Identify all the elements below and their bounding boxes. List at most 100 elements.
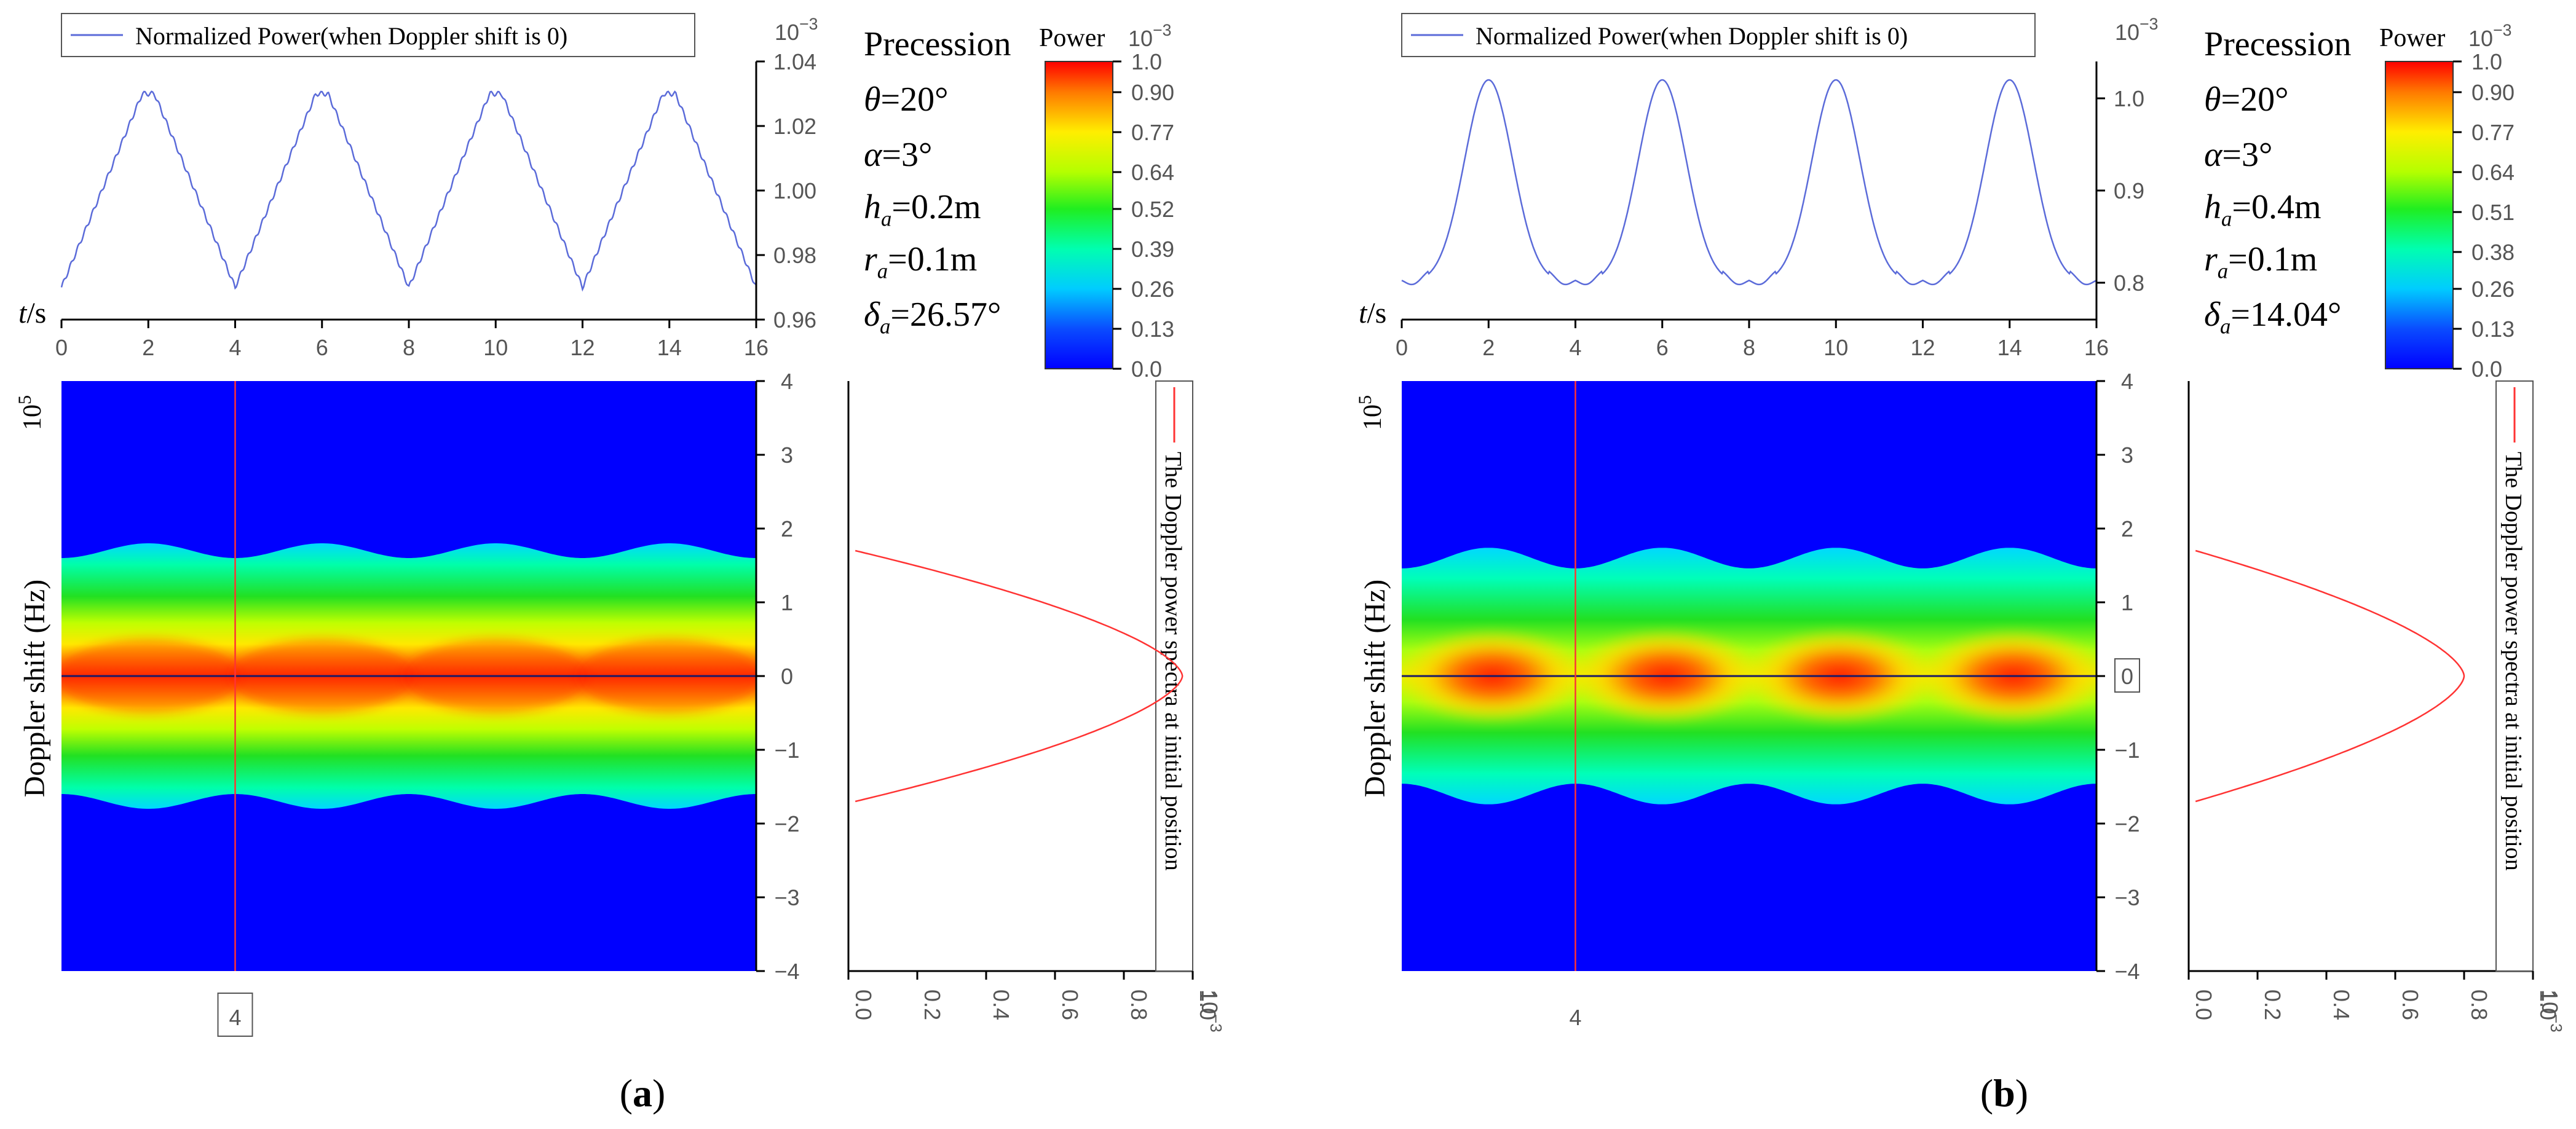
heatmap-y-tick-label: 3 xyxy=(781,443,793,468)
param-theta: θ=20° xyxy=(2204,81,2289,119)
colorbar-tick-label: 0.13 xyxy=(2471,317,2515,342)
colorbar-tick-label: 0.26 xyxy=(2471,277,2515,302)
colorbar-tick-label: 0.90 xyxy=(1131,80,1174,105)
panel-b: Normalized Power(when Doppler shift is 0… xyxy=(1355,13,2566,1033)
spectrum-x-tick-label: 0.2 xyxy=(2260,989,2285,1020)
top-x-tick-label: 8 xyxy=(403,335,415,360)
spectrum-x-tick-label: 0.8 xyxy=(2467,989,2492,1020)
spectrum-x-tick-label: 0.0 xyxy=(2191,989,2216,1020)
colorbar xyxy=(1045,61,1113,369)
panel-a: Normalized Power(when Doppler shift is 0… xyxy=(15,13,1225,1037)
heatmap-y-tick-label: −1 xyxy=(2114,738,2139,763)
heatmap-y-tick-label: 2 xyxy=(781,516,793,541)
spectrum-x-tick-label: 1.0 xyxy=(2535,989,2561,1020)
heatmap-y-multiplier: 105 xyxy=(1355,395,1387,430)
heatmap-zero-label-box xyxy=(2114,658,2140,693)
top-legend-box xyxy=(1401,13,2036,57)
top-series-line xyxy=(1401,79,2097,286)
spectrum-legend-label: The Doppler power spectra at initial pos… xyxy=(2500,452,2526,871)
param-delta: δa=26.57° xyxy=(864,296,1001,338)
spectrum-x-tick-label: 0.2 xyxy=(920,989,945,1020)
spectrum-x-tick-label: 0.8 xyxy=(1126,989,1152,1020)
heatmap-y-axis-label: Doppler shift (Hz) xyxy=(18,580,51,798)
colorbar-multiplier: 10−3 xyxy=(1128,21,1171,51)
heatmap-y-tick-label: 0 xyxy=(781,664,793,689)
colorbar-tick-label: 0.39 xyxy=(1131,237,1174,262)
spectrum-x-tick-label: 0.0 xyxy=(851,989,876,1020)
heatmap-y-tick-label: 1 xyxy=(781,590,793,615)
param-h: ha=0.2m xyxy=(864,188,981,230)
spectrum-line xyxy=(855,549,1183,803)
spectrum-x-multiplier: 10−3 xyxy=(1197,989,1225,1033)
colorbar-tick-label: 1.0 xyxy=(1131,49,1162,74)
heatmap-marker-label: 4 xyxy=(229,1005,241,1030)
colorbar-tick-label: 0.51 xyxy=(2471,200,2515,225)
colorbar-label: Power xyxy=(1039,24,1105,52)
top-legend-box xyxy=(61,13,695,57)
top-y-multiplier: 10−3 xyxy=(775,15,818,45)
top-y-tick-label: 1.02 xyxy=(773,114,816,139)
top-x-tick-label: 8 xyxy=(1743,335,1755,360)
top-x-tick-label: 10 xyxy=(1823,335,1848,360)
heatmap-y-tick-label: −3 xyxy=(2114,885,2139,910)
param-h: ha=0.4m xyxy=(2204,188,2321,230)
top-x-tick-label: 14 xyxy=(657,335,682,360)
heatmap-y-tick-label: −4 xyxy=(774,959,799,984)
params-title: Precession xyxy=(864,25,1011,63)
heatmap-marker-label: 4 xyxy=(1569,1005,1581,1030)
param-r: ra=0.1m xyxy=(2204,240,2317,283)
heatmap-marker-label-box xyxy=(217,993,253,1037)
colorbar-tick-label: 0.0 xyxy=(2471,356,2502,382)
top-x-axis-label: t/s xyxy=(1359,297,1386,329)
param-delta: δa=14.04° xyxy=(2204,296,2341,338)
heatmap-y-multiplier: 105 xyxy=(15,395,47,430)
param-alpha: α=3° xyxy=(2204,136,2272,174)
colorbar-tick-label: 0.64 xyxy=(2471,160,2515,185)
heatmap-y-tick-label: 2 xyxy=(2121,516,2133,541)
heatmap-y-tick-label: 4 xyxy=(781,369,793,394)
spectrum-x-tick-label: 0.6 xyxy=(2398,989,2423,1020)
top-x-tick-label: 10 xyxy=(483,335,508,360)
colorbar-label: Power xyxy=(2379,24,2445,52)
colorbar-tick-label: 0.77 xyxy=(2471,120,2515,145)
top-y-tick-label: 0.98 xyxy=(773,243,816,268)
heatmap-y-tick-label: −2 xyxy=(2114,811,2139,836)
heatmap-y-tick-label: −1 xyxy=(774,738,799,763)
heatmap-y-tick-label: −2 xyxy=(774,811,799,836)
spectrum-legend-label: The Doppler power spectra at initial pos… xyxy=(1160,452,1186,871)
top-x-tick-label: 12 xyxy=(570,335,595,360)
colorbar-tick-label: 1.0 xyxy=(2471,49,2502,74)
colorbar-tick-label: 0.90 xyxy=(2471,80,2515,105)
spectrum-x-tick-label: 0.4 xyxy=(2329,989,2354,1020)
spectrum-x-tick-label: 0.4 xyxy=(989,989,1014,1020)
heatmap-y-tick-label: 1 xyxy=(2121,590,2133,615)
caption-a: (a) xyxy=(620,1071,666,1115)
heatmap-y-tick-label: 3 xyxy=(2121,443,2133,468)
top-x-tick-label: 0 xyxy=(55,335,68,360)
top-legend: Normalized Power(when Doppler shift is 0… xyxy=(1401,13,2036,57)
heatmap-y-tick-label: −4 xyxy=(2114,959,2139,984)
top-x-tick-label: 16 xyxy=(744,335,768,360)
top-y-tick-label: 0.96 xyxy=(773,307,816,332)
param-r: ra=0.1m xyxy=(864,240,977,283)
top-y-tick-label: 1.0 xyxy=(2114,86,2144,111)
top-y-tick-label: 0.9 xyxy=(2114,178,2144,203)
top-x-tick-label: 12 xyxy=(1910,335,1935,360)
top-y-tick-label: 1.04 xyxy=(773,49,816,74)
colorbar-tick-label: 0.26 xyxy=(1131,277,1174,302)
top-x-tick-label: 6 xyxy=(316,335,328,360)
top-x-tick-label: 16 xyxy=(2084,335,2109,360)
heatmap-y-tick-label: 4 xyxy=(2121,369,2133,394)
top-x-axis-label: t/s xyxy=(18,297,46,329)
spectrum-legend-box xyxy=(1155,380,1193,972)
param-theta: θ=20° xyxy=(864,81,949,119)
top-y-tick-label: 1.00 xyxy=(773,178,816,203)
top-x-tick-label: 4 xyxy=(1569,335,1581,360)
heatmap-y-axis-label: Doppler shift (Hz) xyxy=(1359,580,1391,798)
spectrum-line xyxy=(2195,549,2465,803)
colorbar-tick-label: 0.38 xyxy=(2471,240,2515,265)
colorbar-tick-label: 0.52 xyxy=(1131,197,1174,222)
colorbar-multiplier: 10−3 xyxy=(2468,21,2511,51)
top-legend: Normalized Power(when Doppler shift is 0… xyxy=(61,13,695,57)
top-x-tick-label: 2 xyxy=(142,335,154,360)
